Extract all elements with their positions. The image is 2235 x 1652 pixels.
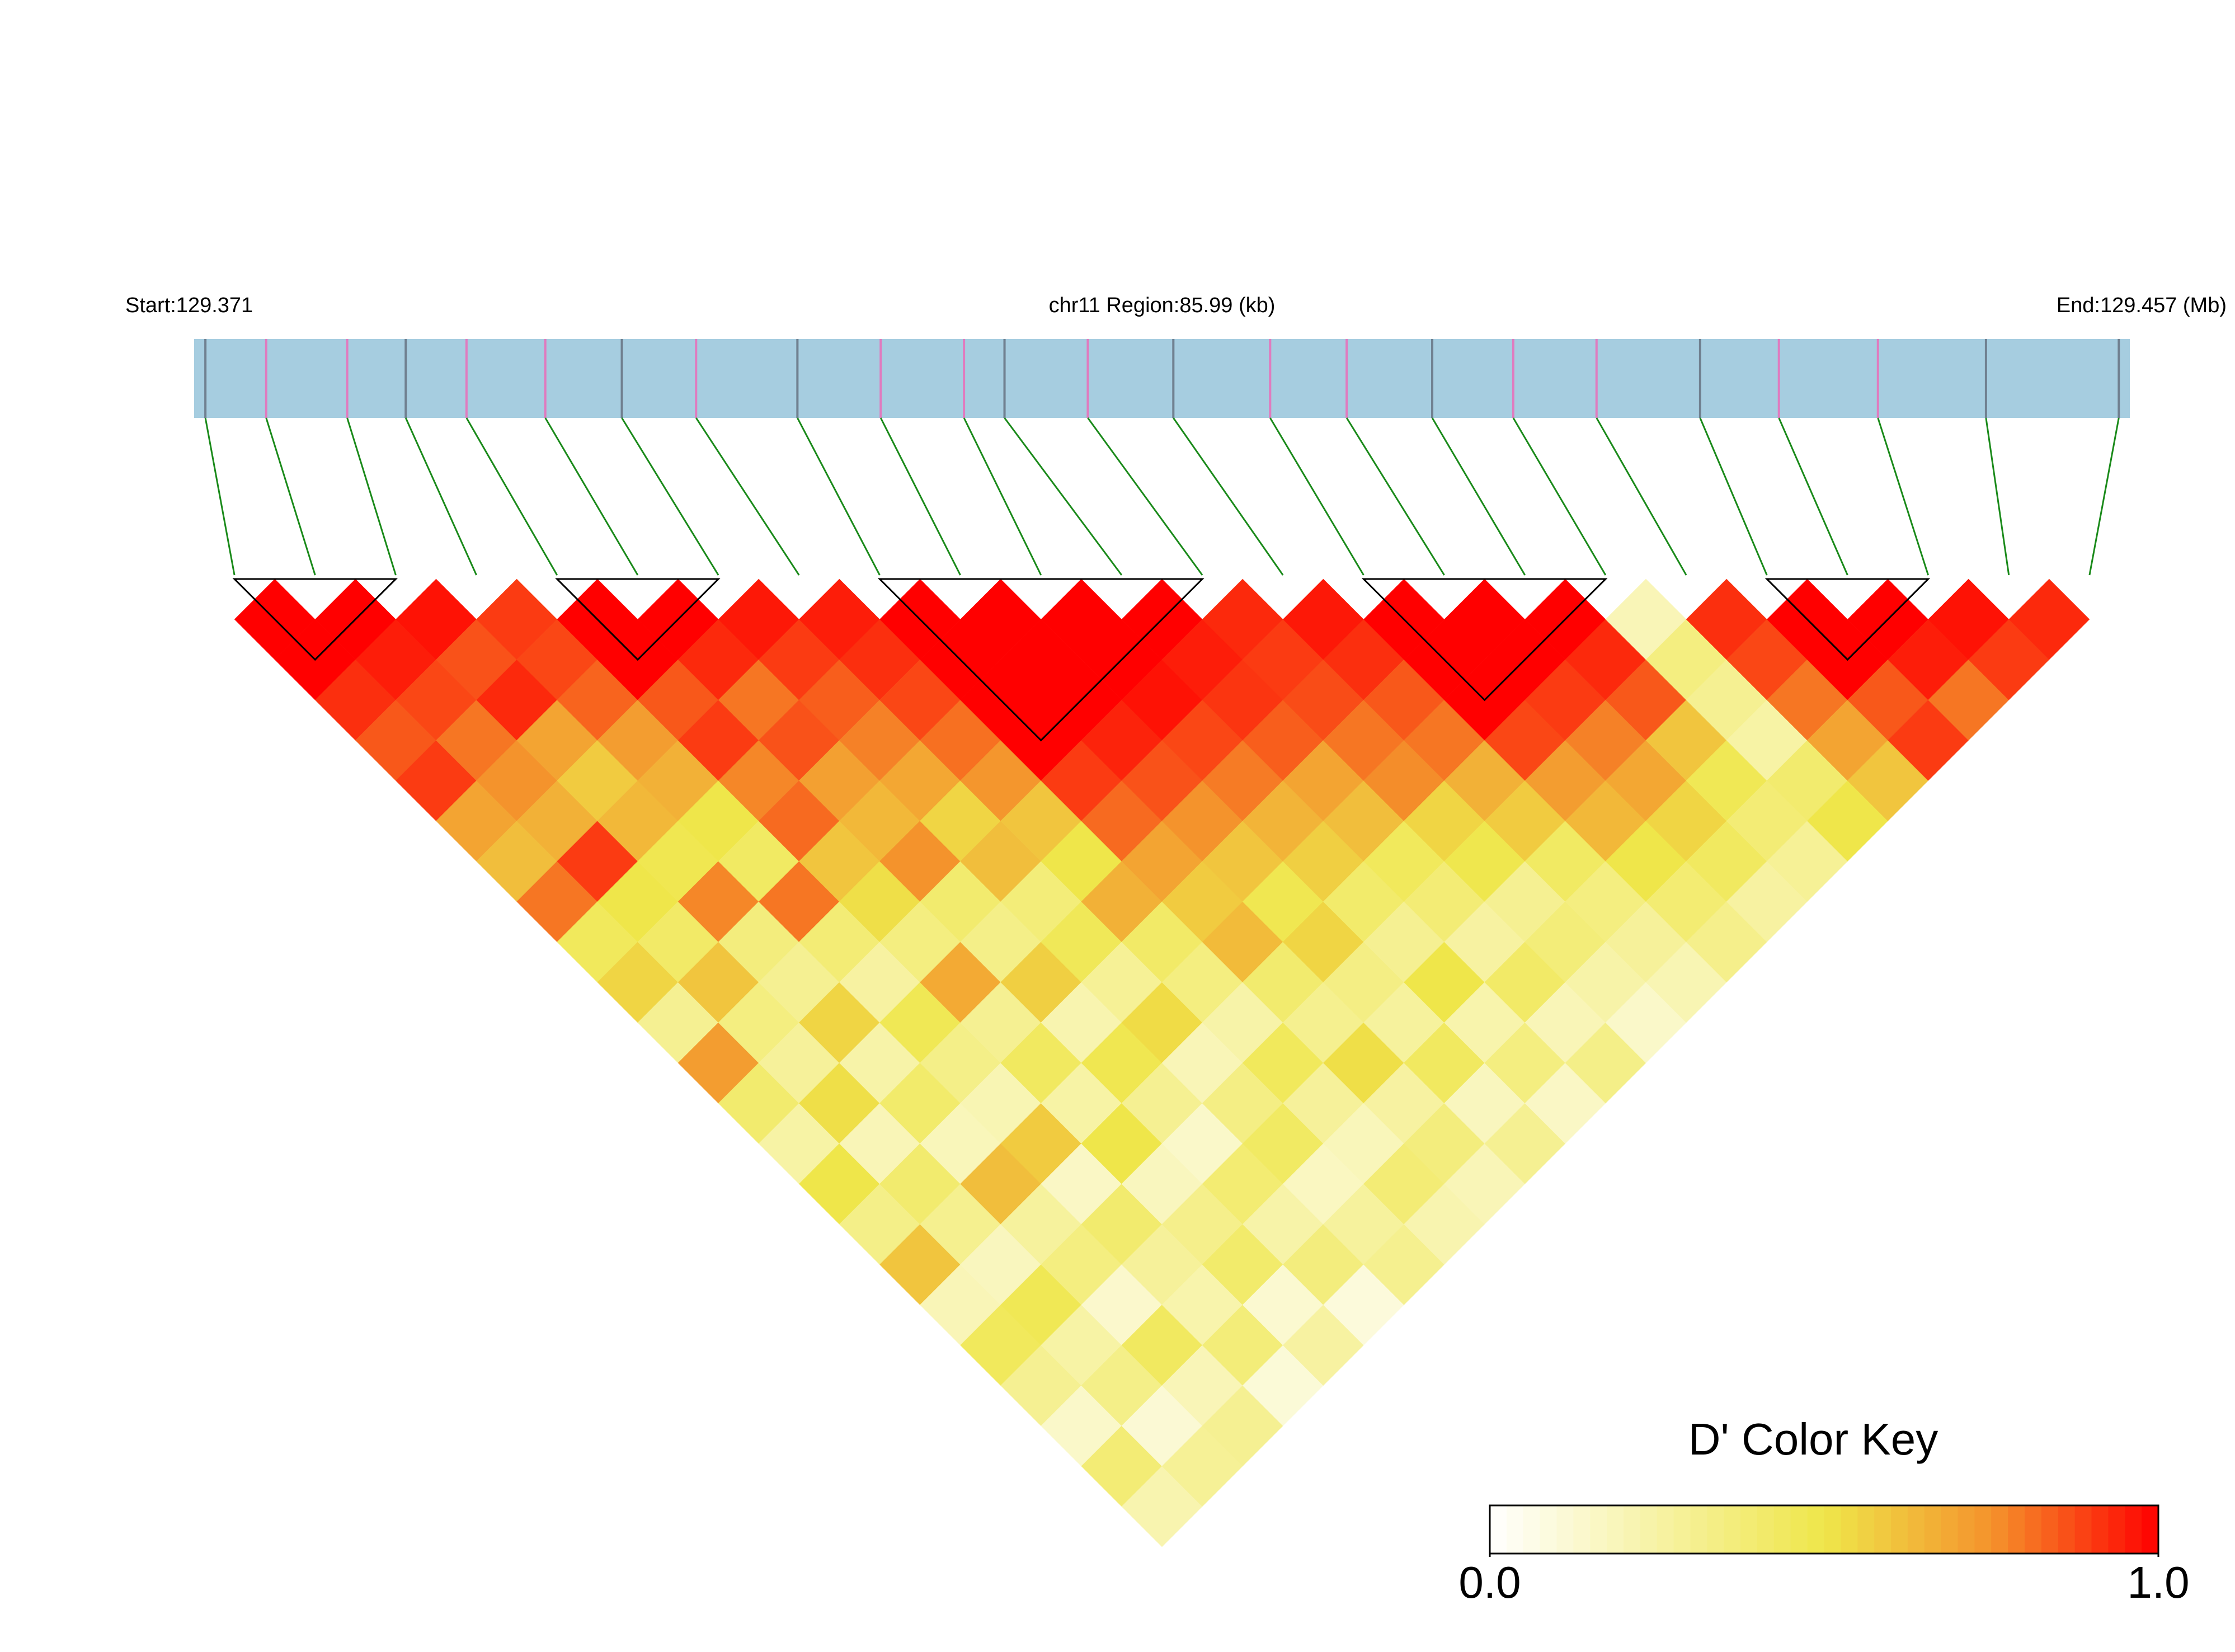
snp-connector bbox=[1985, 417, 2010, 576]
snp-connector bbox=[204, 417, 236, 576]
color-key-swatch bbox=[1556, 1505, 1574, 1554]
color-key-swatch bbox=[2025, 1505, 2042, 1554]
snp-track bbox=[194, 339, 2130, 418]
color-key-swatch bbox=[2058, 1505, 2076, 1554]
snp-connector bbox=[1269, 417, 1364, 576]
snp-connector bbox=[1512, 417, 1607, 576]
ld-block-outline bbox=[555, 578, 721, 661]
color-key-swatch bbox=[1790, 1505, 1808, 1554]
snp-connector bbox=[797, 417, 881, 576]
color-key-tick-label: 1.0 bbox=[2127, 1557, 2189, 1607]
snp-connector bbox=[404, 417, 477, 576]
color-key-swatch bbox=[1506, 1505, 1524, 1554]
ld-block-outline bbox=[1765, 578, 1931, 661]
snp-connector bbox=[1778, 417, 1848, 576]
color-key-swatch bbox=[1707, 1505, 1724, 1554]
color-key-swatch bbox=[2091, 1505, 2109, 1554]
color-key-swatch bbox=[1874, 1505, 1891, 1554]
snp-connector bbox=[1345, 417, 1445, 576]
color-key-swatch bbox=[1657, 1505, 1674, 1554]
color-key-swatch bbox=[1590, 1505, 1607, 1554]
color-key-swatch bbox=[2041, 1505, 2059, 1554]
color-key-swatch bbox=[1924, 1505, 1942, 1554]
color-key-swatch bbox=[1773, 1505, 1791, 1554]
start-label: Start:129.371 bbox=[125, 294, 253, 317]
color-key-swatch bbox=[1640, 1505, 1658, 1554]
ld-block-outline bbox=[232, 578, 398, 661]
ld-block-outline bbox=[1361, 578, 1608, 702]
ld-block-outline bbox=[877, 578, 1204, 742]
color-key-swatch bbox=[1807, 1505, 1824, 1554]
snp-connector bbox=[2088, 417, 2120, 576]
color-key-swatch bbox=[2008, 1505, 2025, 1554]
color-key-swatch bbox=[1991, 1505, 2008, 1554]
color-key-swatch bbox=[1740, 1505, 1758, 1554]
snp-connector bbox=[346, 417, 397, 576]
color-key-swatch bbox=[1523, 1505, 1541, 1554]
snp-connector bbox=[879, 417, 961, 576]
color-key-swatch bbox=[1841, 1505, 1858, 1554]
color-key-swatch bbox=[1958, 1505, 1975, 1554]
color-key-swatch bbox=[1757, 1505, 1775, 1554]
color-key-title: D' Color Key bbox=[1688, 1414, 1938, 1464]
ld-cell bbox=[2008, 578, 2090, 660]
color-key-swatch bbox=[1857, 1505, 1875, 1554]
color-key-tick-label: 0.0 bbox=[1458, 1557, 1521, 1607]
snp-connector bbox=[1699, 417, 1768, 576]
color-key-swatch bbox=[1490, 1505, 1507, 1554]
color-key-swatch bbox=[1891, 1505, 1908, 1554]
color-key-swatch bbox=[2125, 1505, 2142, 1554]
color-key-swatch bbox=[2142, 1505, 2159, 1554]
color-key-border bbox=[1489, 1504, 2159, 1555]
snp-connector bbox=[1596, 417, 1687, 576]
snp-connector bbox=[265, 417, 316, 576]
color-key-swatch bbox=[1941, 1505, 1958, 1554]
region-label: chr11 Region:85.99 (kb) bbox=[1049, 294, 1276, 317]
color-key-swatch bbox=[1724, 1505, 1741, 1554]
end-label: End:129.457 (Mb) bbox=[2057, 294, 2227, 317]
snp-connector bbox=[1004, 417, 1123, 576]
snp-connector bbox=[544, 417, 639, 576]
color-key-swatch bbox=[1573, 1505, 1591, 1554]
color-key-swatch bbox=[1824, 1505, 1841, 1554]
color-key-swatch bbox=[1540, 1505, 1557, 1554]
color-key-swatch bbox=[1907, 1505, 1925, 1554]
color-key-swatch bbox=[1624, 1505, 1641, 1554]
snp-connector bbox=[1877, 417, 1930, 576]
snp-connector bbox=[1173, 417, 1284, 576]
snp-connector bbox=[963, 417, 1042, 576]
color-key-swatch bbox=[2074, 1505, 2092, 1554]
snp-connector bbox=[465, 417, 558, 576]
color-key-swatch bbox=[1690, 1505, 1707, 1554]
color-key-swatch bbox=[1974, 1505, 1992, 1554]
snp-connector bbox=[621, 417, 719, 576]
snp-connector bbox=[1431, 417, 1526, 576]
color-key-swatch bbox=[1607, 1505, 1624, 1554]
color-key-swatch bbox=[1673, 1505, 1691, 1554]
snp-connector bbox=[695, 417, 800, 576]
snp-connector bbox=[1087, 417, 1203, 576]
color-key-swatch bbox=[2108, 1505, 2125, 1554]
